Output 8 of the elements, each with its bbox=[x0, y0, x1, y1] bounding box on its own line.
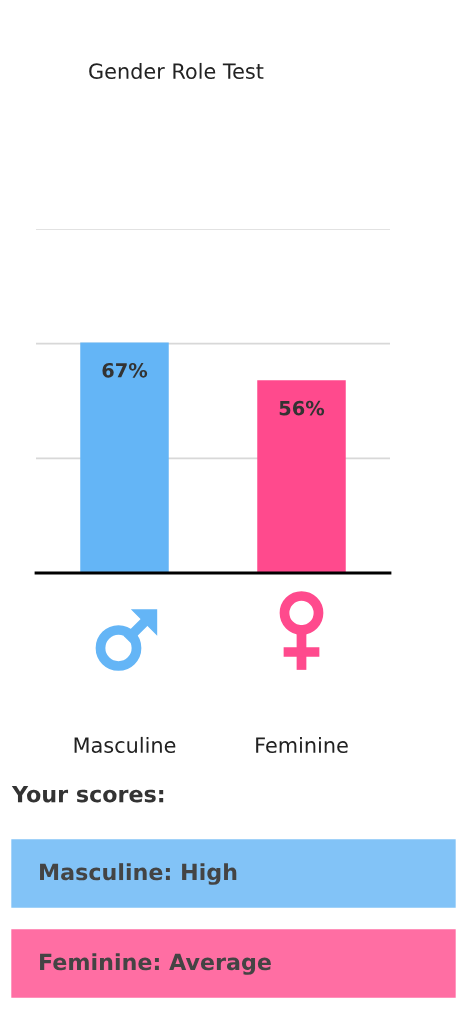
data-label: 67% bbox=[102, 362, 148, 378]
text: Your scores: bbox=[11, 785, 164, 803]
data-label: 56% bbox=[279, 400, 325, 416]
text: Masculine: High bbox=[40, 863, 237, 885]
text: Feminine: Average bbox=[40, 953, 271, 975]
x-tick-label: Masculine bbox=[74, 736, 176, 754]
x-tick-label: Feminine bbox=[256, 736, 348, 754]
chart-title: Gender Role Test bbox=[89, 62, 264, 80]
